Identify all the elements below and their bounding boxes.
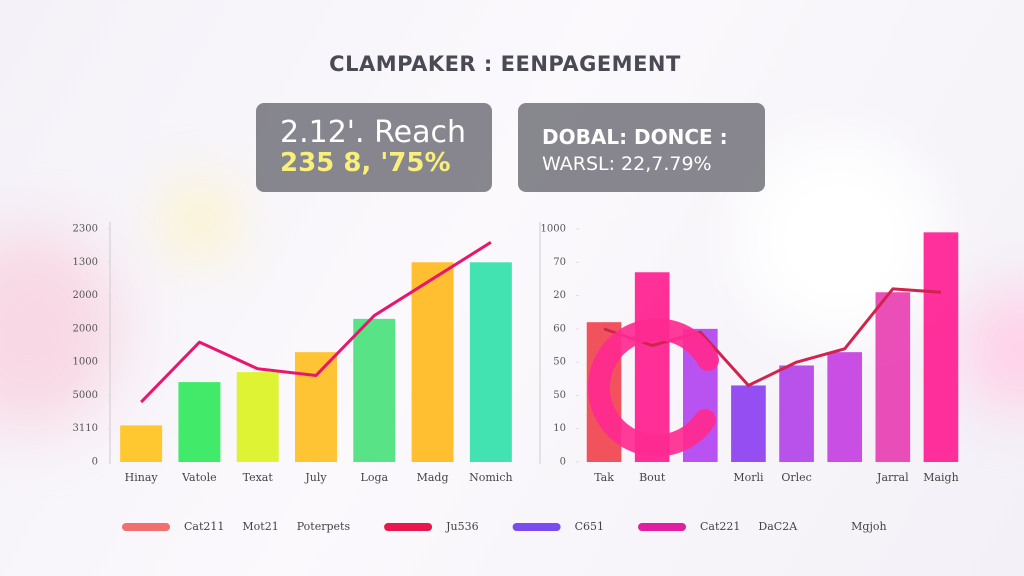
bar [353,318,396,462]
legend-label: Mgjoh [851,520,886,533]
bar [178,382,221,462]
bar [634,272,670,462]
legend-swatch [384,523,433,531]
y-tick-label: 1000 [73,357,98,368]
x-tick-label: Texat [243,471,274,484]
legend-swatch [638,523,687,531]
bar [411,262,454,462]
x-tick-label: Orlec [781,471,811,484]
title: CLAMPAKER : EENPAGEMENT [329,52,681,76]
x-tick-label: Tak [594,471,614,484]
y-tick-label: 50 [553,357,566,368]
x-tick-label: July [304,471,327,484]
decor-ring [588,318,719,457]
kpi-value: 235 8, '75% [280,148,451,178]
y-tick-label: 2000 [73,290,98,301]
y-tick-label: 3110 [73,423,98,434]
y-tick-label: 70 [553,257,566,268]
x-tick-label: Bout [639,471,666,484]
legend-label: C651 [575,520,604,533]
x-tick-label: Jarral [876,471,909,484]
bar [295,352,337,462]
decor [170,190,230,250]
x-tick-label: Hinay [125,471,159,484]
x-tick-label: Maigh [923,471,958,484]
legend-label: Poterpets [297,520,351,533]
y-tick-label: 5000 [73,390,98,401]
x-tick-label: Morli [733,471,764,484]
y-tick-label: 0 [92,457,98,468]
kpi-value: WARSL: 22,7.79% [542,153,712,175]
y-tick-label: 60 [553,323,566,334]
bar [120,425,163,462]
bar [469,262,512,462]
y-tick-label: 20 [553,290,566,301]
y-tick-label: 1000 [541,224,566,235]
trend-line [140,241,492,404]
bar [731,385,766,462]
x-tick-label: Madg [417,471,449,484]
bar [827,352,863,462]
legend-label: Cat221 [700,520,740,533]
y-tick-label: 50 [553,390,566,401]
x-tick-label: Loga [361,471,389,484]
legend-label: Ju536 [445,520,479,533]
legend-label: Mot21 [242,520,278,533]
bar [236,372,279,462]
kpi-card: DOBAL: DONCE : WARSL: 22,7.79% [518,103,765,192]
x-tick-label: Nomich [469,471,512,484]
legend-swatch [122,523,170,531]
y-tick-label: 10 [553,423,566,434]
y-tick-label: 0 [560,457,566,468]
kpi-label: DOBAL: DONCE : [542,125,728,149]
bar [779,365,814,462]
trend-line [603,287,942,387]
y-tick-label: 2300 [73,224,98,235]
legend-swatch [512,523,561,531]
y-tick-label: 1300 [73,257,98,268]
kpi-label: 2.12'. Reach [280,115,466,150]
kpi-card: 2.12'. Reach 235 8, '75% [256,103,492,192]
bar [923,232,959,462]
legend-label: Cat211 [184,520,224,533]
x-tick-label: Vatole [181,471,217,484]
y-tick-label: 2000 [73,323,98,334]
bar [875,292,911,462]
legend-label: DaC2A [758,520,798,533]
